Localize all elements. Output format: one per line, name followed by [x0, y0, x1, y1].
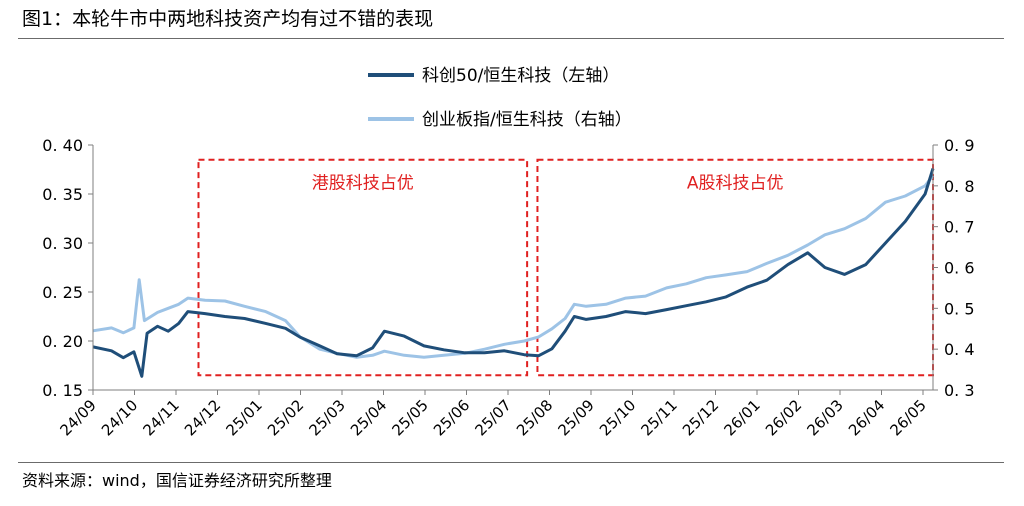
y-left-tick-label: 0. 25: [42, 283, 83, 302]
annotation-label: 港股科技占优: [312, 174, 414, 194]
y-right-tick-label: 0. 4: [944, 340, 975, 359]
y-left-tick-label: 0. 40: [42, 136, 83, 155]
x-tick-label: 25/05: [389, 396, 432, 439]
y-right-tick-label: 0. 8: [944, 177, 975, 196]
source-note: 资料来源：wind，国信证券经济研究所整理: [22, 471, 332, 490]
y-right-tick-label: 0. 5: [944, 299, 975, 318]
y-right-tick-label: 0. 9: [944, 136, 975, 155]
legend-label: 创业板指/恒生科技（右轴）: [422, 110, 632, 130]
x-tick-label: 26/01: [721, 396, 764, 439]
y-right-tick-label: 0. 3: [944, 381, 975, 400]
chart-axes: 0. 15 0. 20 0. 25 0. 30 0. 35 0. 40 0. 3 0. 4 0.…: [42, 136, 974, 439]
chart-legend: 科创50/恒生科技（左轴） 创业板指/恒生科技（右轴）: [368, 66, 632, 130]
series-line-right: [92, 174, 935, 359]
x-tick-label: 26/03: [804, 396, 847, 439]
y-left-tick-label: 0. 15: [42, 381, 83, 400]
x-tick-label: 25/07: [472, 396, 515, 439]
legend-label: 科创50/恒生科技（左轴）: [422, 66, 619, 86]
x-tick-label: 25/11: [638, 396, 681, 439]
source-divider: [18, 462, 1004, 463]
x-tick-label: 25/04: [347, 396, 390, 439]
x-tick-label: 25/09: [555, 396, 598, 439]
series-layer: [92, 168, 935, 378]
series-line-left: [92, 168, 935, 378]
x-tick-label: 26/04: [845, 396, 888, 439]
y-left-tick-label: 0. 35: [42, 185, 83, 204]
annotation-label: A股科技占优: [687, 174, 784, 194]
x-tick-label: 25/08: [513, 396, 556, 439]
y-right-tick-label: 0. 6: [944, 259, 975, 278]
x-tick-label: 24/10: [98, 396, 141, 439]
x-tick-label: 25/01: [223, 396, 266, 439]
annotation-box: [197, 158, 529, 377]
x-tick-label: 24/11: [140, 396, 183, 439]
x-tick-label: 26/02: [762, 396, 805, 439]
x-tick-label: 25/12: [679, 396, 722, 439]
x-tick-label: 25/02: [264, 396, 307, 439]
y-right-tick-label: 0. 7: [944, 218, 975, 237]
y-left-tick-label: 0. 30: [42, 234, 83, 253]
y-left-tick-label: 0. 20: [42, 332, 83, 351]
figure-title: 图1：本轮牛市中两地科技资产均有过不错的表现: [22, 8, 434, 30]
x-tick-label: 26/05: [887, 396, 930, 439]
x-tick-label: 25/03: [306, 396, 349, 439]
x-tick-label: 24/09: [57, 396, 100, 439]
title-divider: [18, 38, 1004, 39]
x-tick-label: 24/12: [181, 396, 224, 439]
x-tick-label: 25/10: [596, 396, 639, 439]
chart-canvas: 科创50/恒生科技（左轴）创业板指/恒生科技（右轴） 港股科技占优 A股科技占优 …: [42, 66, 974, 439]
x-tick-label: 25/06: [430, 396, 473, 439]
